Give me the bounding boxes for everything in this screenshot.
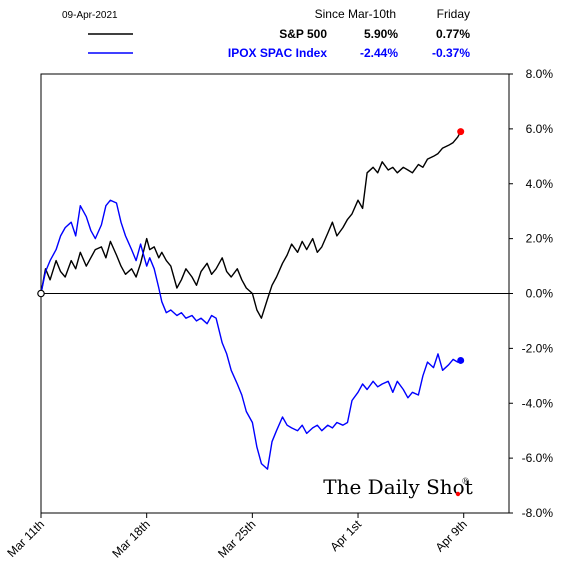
y-tick-label: 2.0% bbox=[526, 232, 554, 246]
series-end-point-spac bbox=[457, 356, 465, 364]
y-tick-label: -4.0% bbox=[522, 396, 554, 410]
x-tick-label: Apr 1st bbox=[327, 517, 364, 554]
y-axis: 8.0% 6.0% 4.0% 2.0% 0.0% -2.0% -4.0% -6.0% -8.0% bbox=[509, 67, 553, 520]
brand-registered-mark: ® bbox=[462, 476, 469, 486]
y-tick-label: 6.0% bbox=[526, 122, 554, 136]
y-tick-label: -6.0% bbox=[522, 451, 554, 465]
series-end-point-sp500 bbox=[457, 128, 465, 136]
series-layer bbox=[37, 128, 465, 470]
y-tick-label: 4.0% bbox=[526, 177, 554, 191]
brand-logo: The Daily Shot bbox=[323, 475, 472, 499]
x-tick-label: Mar 25th bbox=[215, 517, 258, 560]
column-header-friday: Friday bbox=[437, 7, 470, 21]
series-line-spac bbox=[40, 199, 462, 470]
x-axis: Mar 11th Mar 18th Mar 25th Apr 1st Apr 9th bbox=[4, 513, 470, 561]
y-tick-label: -8.0% bbox=[522, 506, 554, 520]
series-line-sp500 bbox=[40, 131, 462, 319]
y-tick-label: 0.0% bbox=[526, 287, 554, 301]
legend-label-spac: IPOX SPAC Index bbox=[228, 46, 327, 60]
x-tick-label: Mar 11th bbox=[4, 517, 47, 560]
y-tick-label: -2.0% bbox=[522, 341, 554, 355]
column-header-since: Since Mar-10th bbox=[315, 7, 396, 21]
legend-since-sp500: 5.90% bbox=[364, 27, 398, 41]
legend-friday-spac: -0.37% bbox=[432, 46, 470, 60]
legend-since-spac: -2.44% bbox=[360, 46, 398, 60]
legend-label-sp500: S&P 500 bbox=[279, 27, 327, 41]
legend-friday-sp500: 0.77% bbox=[436, 27, 470, 41]
chart-date: 09-Apr-2021 bbox=[62, 10, 118, 21]
x-tick-label: Apr 9th bbox=[433, 517, 470, 554]
brand-dot bbox=[455, 491, 461, 497]
x-tick-label: Mar 18th bbox=[109, 517, 152, 560]
y-tick-label: 8.0% bbox=[526, 67, 554, 81]
origin-point bbox=[37, 289, 45, 298]
